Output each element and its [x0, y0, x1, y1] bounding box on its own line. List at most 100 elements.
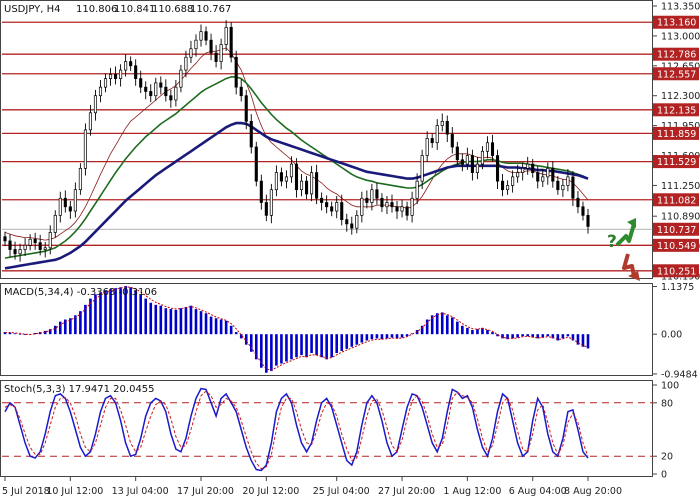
macd-bar [440, 312, 444, 335]
macd-bar [33, 332, 37, 335]
candle-body [108, 74, 113, 79]
macd-bar [94, 294, 97, 335]
ohlc-open: 110.806 [76, 4, 117, 15]
macd-bar [74, 315, 77, 335]
candle-body [475, 163, 479, 173]
candle-body [586, 214, 590, 227]
x-tick-label: 25 Jul 04:00 [313, 486, 370, 497]
macd-bar [531, 334, 535, 338]
candle-body [174, 86, 178, 101]
candle-body [490, 142, 495, 156]
candle-body [370, 189, 374, 203]
candle-body [576, 197, 580, 208]
candle-body [355, 214, 359, 229]
macd-bar [445, 315, 449, 335]
y-tick-label: 112.300 [661, 91, 700, 102]
candle-body [551, 167, 555, 182]
macd-bar [124, 286, 127, 335]
candle-body [219, 44, 223, 62]
macd-bar [310, 334, 313, 354]
level-label: 112.557 [657, 69, 696, 80]
candle-body [159, 82, 163, 88]
macd-bar [375, 334, 379, 339]
macd-bar [481, 327, 484, 335]
macd-bar [184, 306, 188, 335]
candle-body [239, 86, 243, 97]
candle-body [144, 86, 148, 92]
candle-body [415, 180, 419, 199]
candle-body [28, 238, 32, 246]
macd-bar [204, 313, 208, 335]
candle-body [299, 180, 304, 191]
stoch-main-line [4, 387, 589, 472]
candle-body [179, 69, 183, 88]
level-label-bg [653, 67, 699, 81]
candle-body [134, 65, 138, 79]
forecast-arrows: ? [607, 218, 640, 281]
candle-body [390, 202, 394, 208]
candle-body [224, 27, 228, 45]
macd-bar [234, 332, 238, 335]
macd-bar [194, 309, 198, 335]
macd-bar [23, 334, 27, 336]
macd-bar [385, 334, 389, 339]
macd-bar [451, 317, 454, 335]
candle-body [310, 172, 314, 195]
macd-bar [295, 334, 298, 358]
macd-bar [511, 334, 514, 339]
candle-body [405, 206, 409, 216]
question-mark: ? [607, 232, 617, 252]
macd-bar [174, 309, 178, 335]
macd-bar [79, 311, 82, 335]
macd-bar [506, 334, 509, 340]
candle-body [98, 86, 103, 97]
macd-bar [209, 316, 213, 335]
macd-bar [169, 309, 173, 335]
candle-body [33, 238, 37, 244]
candle-body [279, 172, 283, 182]
candle-body [184, 56, 188, 71]
macd-bar [335, 334, 339, 354]
macd-bar [13, 333, 17, 335]
candle-body [480, 150, 485, 165]
candle-body [43, 247, 47, 250]
macd-bar [109, 288, 112, 335]
moving-average-line [4, 121, 589, 270]
candle-body [485, 142, 490, 152]
macd-bar [285, 334, 288, 362]
support-resistance-levels [2, 21, 653, 272]
macd-bar [556, 334, 560, 341]
macd-bar [119, 287, 122, 335]
macd-bar [53, 325, 57, 335]
candle-body [521, 167, 525, 173]
macd-bar [501, 334, 504, 339]
candle-body [556, 180, 560, 191]
macd-bar [129, 287, 132, 335]
ohlc-low: 110.688 [152, 4, 193, 15]
stoch-y-tick-label: 0 [661, 470, 667, 481]
candle-body [88, 112, 92, 131]
macd-bar [541, 334, 545, 338]
candle-body [199, 31, 203, 41]
macd-bar [571, 334, 575, 341]
candle-body [506, 185, 510, 191]
candle-body [214, 52, 218, 62]
candle-body [229, 27, 233, 58]
y-tick-label: 111.950 [661, 121, 700, 132]
candle-body [470, 155, 474, 173]
macd-title: MACD(5,34,4) -0.3363 -0.3106 [4, 287, 157, 298]
stoch-title: Stoch(5,3,3) 17.9471 20.0455 [4, 384, 155, 395]
candle-body [164, 86, 168, 97]
candle-body [269, 189, 273, 216]
candle-body [3, 236, 7, 242]
macd-bar [345, 334, 349, 349]
macd-bar [561, 334, 565, 339]
candle-body [48, 232, 52, 249]
candle-body [274, 172, 278, 191]
candle-body [38, 242, 42, 250]
candle-body [536, 172, 540, 182]
x-tick-label: 20 Jul 12:00 [242, 486, 299, 497]
candle-body [330, 206, 334, 212]
